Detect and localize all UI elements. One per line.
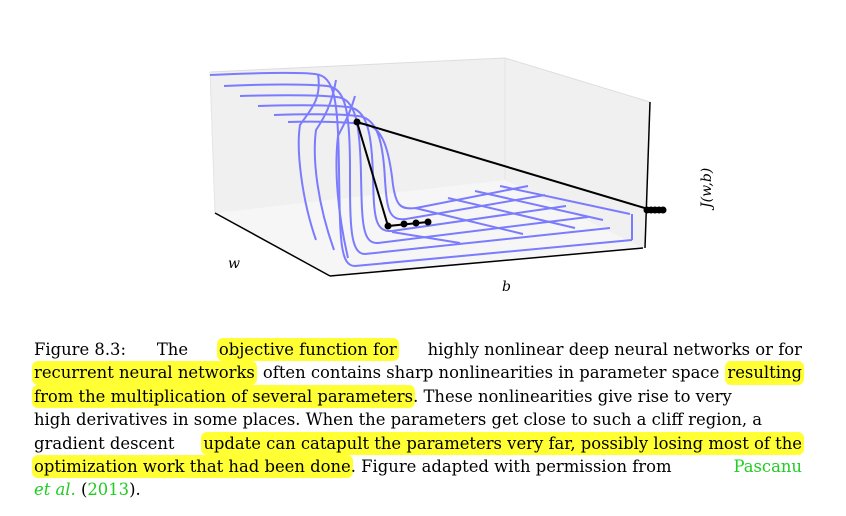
- axis-w-line: [214, 212, 331, 277]
- floor-line: [447, 197, 576, 229]
- caption-text: . These nonlinearities give rise to very: [413, 386, 732, 406]
- caption-line: optimization work that had been done. Fi…: [32, 455, 802, 479]
- citation-link[interactable]: Pascanu: [733, 457, 802, 477]
- path-point: [400, 220, 408, 228]
- path-point: [353, 118, 361, 126]
- caption-text: (2013).: [81, 478, 141, 501]
- caption-text: . Figure adapted with permission from: [350, 457, 672, 477]
- caption-line: high derivatives in some places. When th…: [34, 408, 802, 431]
- surface-curve: [209, 71, 633, 267]
- citation-link[interactable]: et al.: [34, 480, 76, 500]
- caption-highlight: objective function for: [216, 338, 399, 362]
- floor-line: [474, 190, 604, 221]
- caption-line: gradient descent update can catapult the…: [34, 431, 804, 456]
- caption-text: highly nonlinear deep neural networks or…: [427, 340, 802, 359]
- caption-text: gradient descent: [34, 433, 175, 453]
- surface-curve: [287, 120, 529, 210]
- caption-line: from the multiplication of several param…: [32, 384, 802, 409]
- axis-j-line: [644, 101, 651, 249]
- path-point: [424, 218, 432, 226]
- caption-highlight: from the multiplication of several param…: [32, 384, 416, 409]
- cliff-surface: [209, 71, 633, 267]
- axis-b-line: [329, 247, 644, 277]
- caption-text: high derivatives in some places. When th…: [34, 410, 763, 430]
- surface-strand: [313, 79, 337, 251]
- caption-text: The: [156, 340, 189, 359]
- surface-strand: [335, 95, 356, 259]
- figure-caption: Figure 8.3: The objective function for h…: [32, 338, 804, 502]
- caption-text: often contains sharp nonlinearities in p…: [262, 363, 720, 383]
- path-point: [659, 206, 667, 214]
- caption-highlight: resulting: [725, 361, 804, 385]
- path-point: [384, 222, 392, 230]
- caption-highlight: optimization work that had been done: [32, 455, 353, 479]
- pane-edge-left: [209, 71, 216, 214]
- caption-highlight: update can catapult the parameters very …: [201, 431, 804, 456]
- floor-line: [414, 207, 524, 235]
- catapult-line: [356, 121, 649, 210]
- axis-label-j: J(w,b): [699, 168, 715, 211]
- floor-line: [499, 185, 631, 215]
- caption-line: et al. (2013).: [34, 478, 802, 501]
- surface-strand: [297, 73, 320, 241]
- axis-label-b: b: [502, 279, 511, 295]
- citation-year[interactable]: 2013: [87, 480, 130, 500]
- caption-figure-number: Figure 8.3:: [34, 340, 126, 359]
- path-point: [412, 219, 420, 227]
- axis-label-w: w: [228, 256, 240, 272]
- gradient-descent-path: [353, 118, 667, 230]
- floor-line: [391, 231, 461, 244]
- caption-line: Figure 8.3: The objective function for h…: [34, 338, 802, 362]
- cliff-figure: w b J(w,b): [209, 57, 715, 295]
- caption-line: recurrent neural networks often contains…: [32, 361, 804, 385]
- caption-highlight: recurrent neural networks: [32, 361, 257, 385]
